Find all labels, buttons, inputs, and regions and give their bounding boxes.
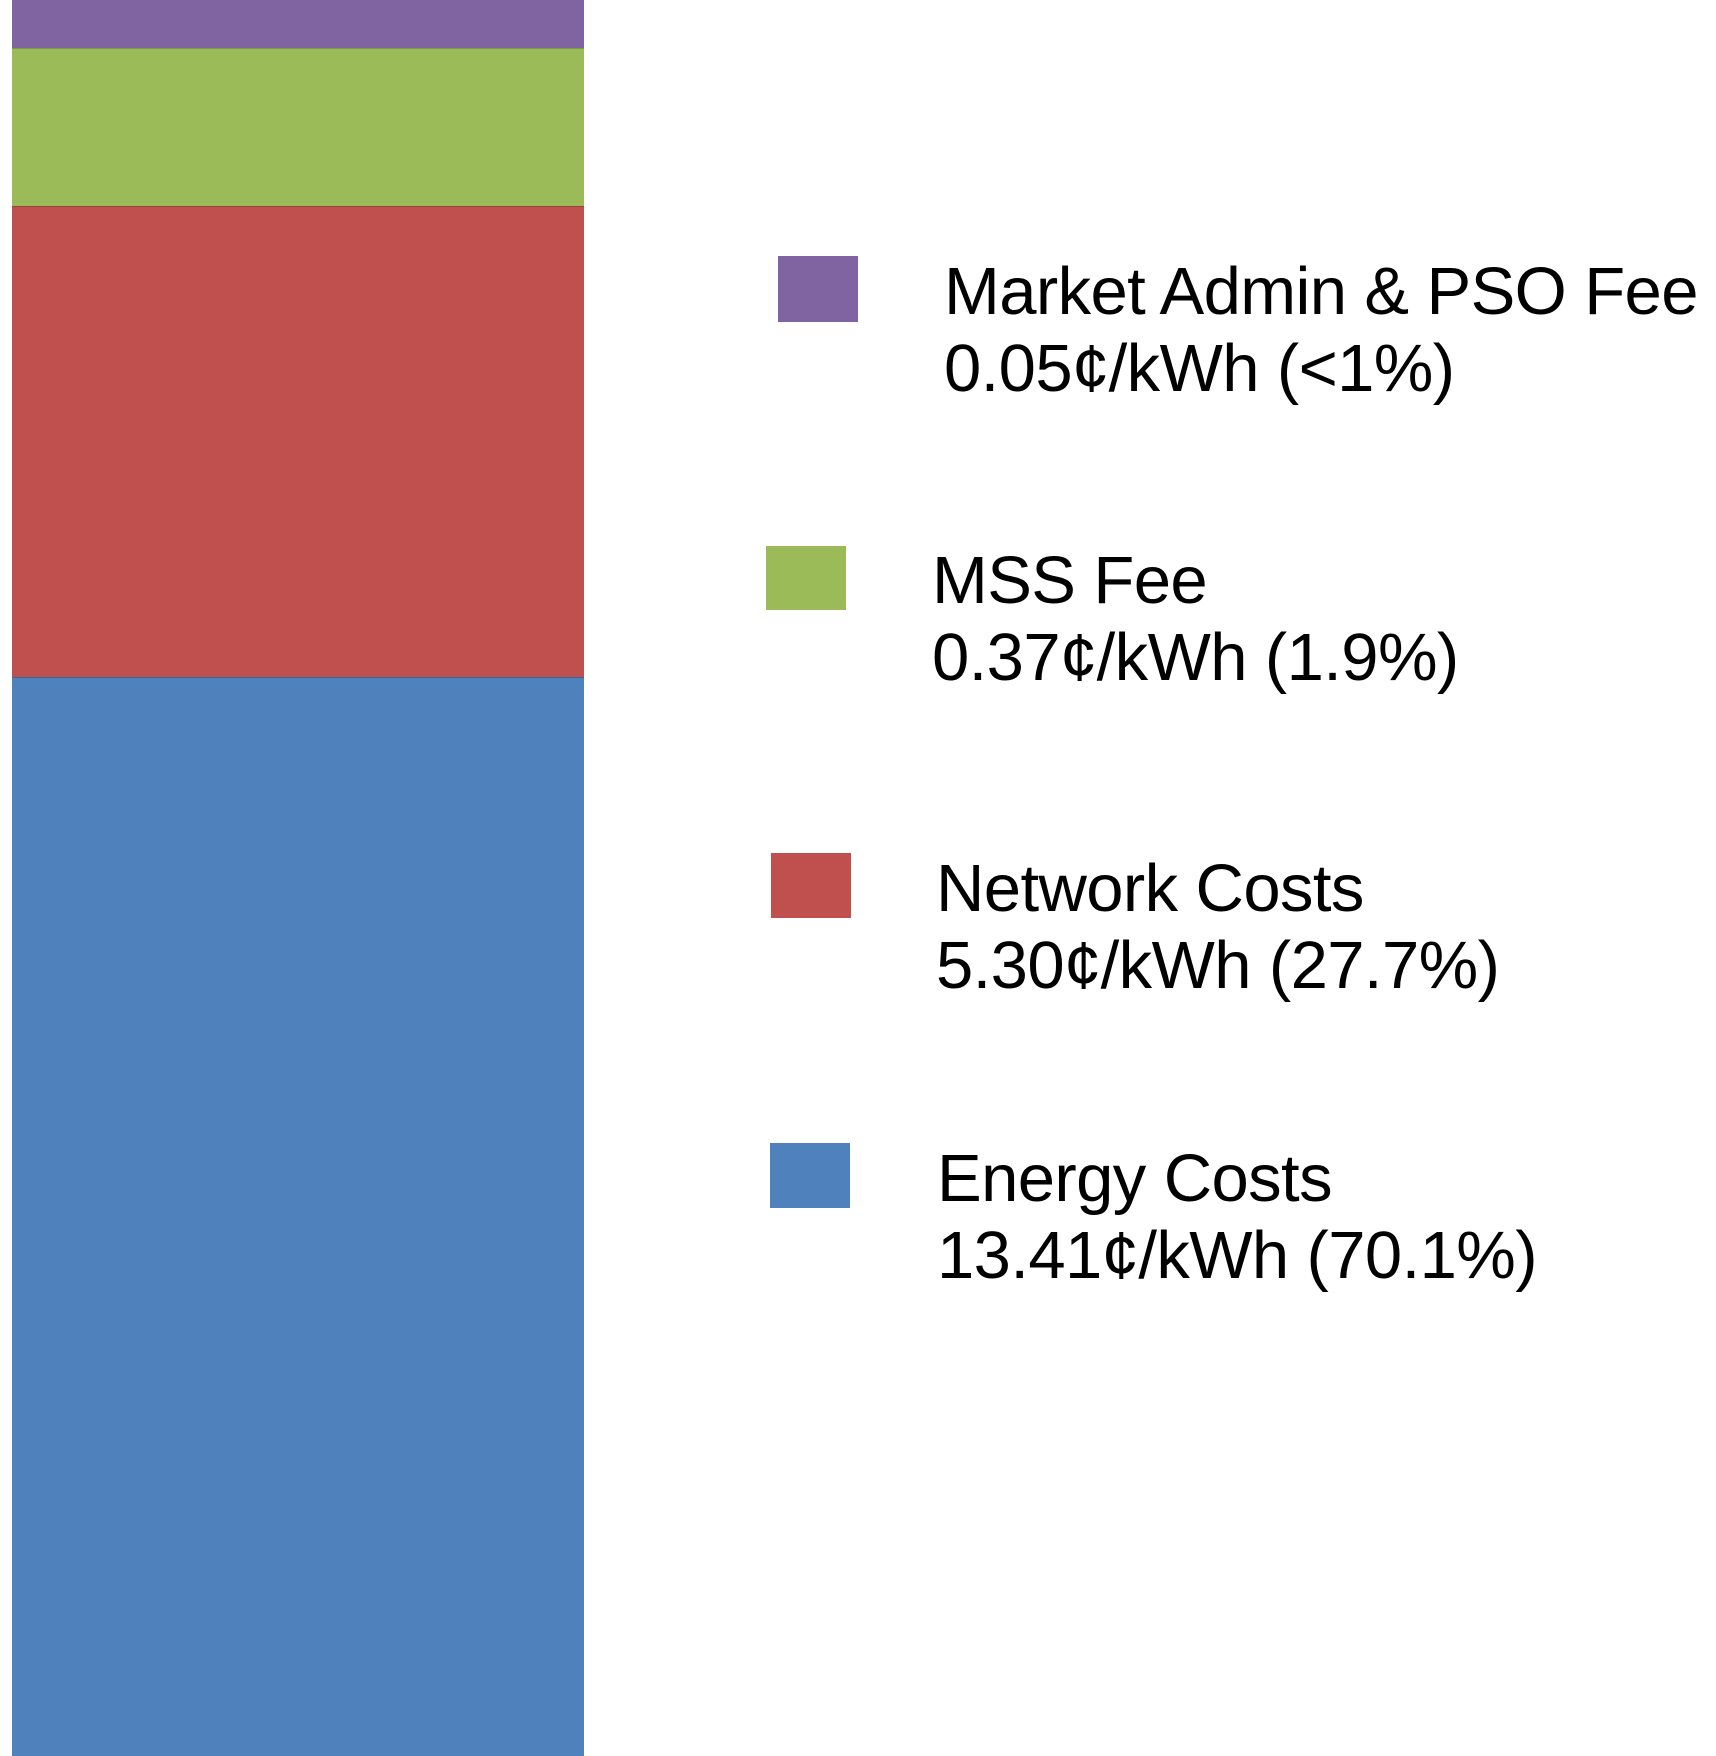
legend-label: Energy Costs 13.41¢/kWh (70.1%): [937, 1140, 1538, 1294]
legend-series-value: 13.41¢/kWh (70.1%): [937, 1218, 1538, 1293]
bar-segment-energy-costs: [12, 677, 584, 1756]
legend-series-name: Market Admin & PSO Fee: [944, 254, 1698, 329]
bar-segment-market-admin-pso-fee: [12, 0, 584, 48]
legend-swatch-green: [766, 546, 846, 610]
legend-series-value: 0.37¢/kWh (1.9%): [932, 620, 1459, 695]
bar-segment-mss-fee: [12, 48, 584, 206]
stacked-bar: [12, 0, 584, 1756]
legend-series-value: 0.05¢/kWh (<1%): [944, 331, 1455, 406]
legend-series-name: Network Costs: [936, 851, 1364, 926]
legend-series-name: Energy Costs: [937, 1141, 1333, 1216]
legend-label: Market Admin & PSO Fee 0.05¢/kWh (<1%): [944, 253, 1698, 407]
legend-series-value: 5.30¢/kWh (27.7%): [936, 928, 1500, 1003]
legend-series-name: MSS Fee: [932, 543, 1208, 618]
bar-segment-network-costs: [12, 206, 584, 677]
legend-swatch-blue: [770, 1143, 850, 1208]
legend-swatch-red: [771, 853, 851, 918]
legend-label: Network Costs 5.30¢/kWh (27.7%): [936, 850, 1500, 1004]
legend-swatch-purple: [778, 256, 858, 322]
legend-label: MSS Fee 0.37¢/kWh (1.9%): [932, 542, 1459, 696]
